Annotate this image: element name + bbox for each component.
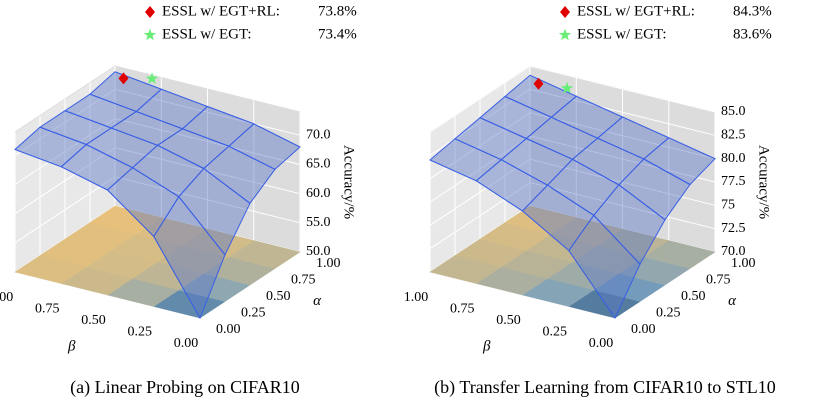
surface-line [14, 149, 201, 319]
y-tick-label: 0.25 [656, 306, 681, 321]
z-tick-label: 75 [721, 198, 735, 213]
z-tick-label: 85.0 [721, 104, 746, 119]
z-tick-label: 65.0 [306, 157, 331, 172]
surface-line [114, 71, 301, 148]
y-tick-label: 1.00 [316, 256, 341, 271]
legend-label: ESSL w/ EGT: [162, 26, 252, 42]
grid-line [429, 65, 716, 133]
x-tick-label: 0.75 [35, 302, 60, 317]
data-point [560, 81, 574, 94]
z-axis-label: Accuracy/% [341, 145, 357, 219]
y-tick-label: 0.75 [706, 273, 731, 288]
legend-value: 84.3% [733, 3, 772, 19]
x-axis-label: β [67, 339, 76, 355]
legend-value: 83.6% [733, 26, 772, 42]
legend-marker [560, 6, 570, 18]
z-tick-label: 80.0 [721, 151, 746, 166]
data-point [533, 77, 544, 90]
x-tick-label: 0.25 [543, 325, 568, 340]
z-tick-label: 60.0 [306, 186, 331, 201]
x-tick-label: 1.00 [404, 290, 429, 305]
legend-marker [145, 6, 155, 18]
x-tick-label: 0.00 [589, 336, 614, 351]
legend-label: ESSL w/ EGT+RL: [577, 3, 695, 19]
y-tick-label: 1.00 [731, 256, 756, 271]
surface-line [504, 96, 691, 185]
z-tick-label: 70.0 [306, 128, 331, 143]
surface-line [429, 159, 616, 319]
y-tick-label: 0.50 [266, 289, 291, 304]
surface-line [64, 110, 251, 204]
data-point [145, 72, 159, 84]
x-axis-label: β [482, 339, 491, 355]
surface-line [39, 126, 226, 256]
grid-line [14, 147, 301, 215]
surface-line [454, 138, 641, 265]
surface-line [479, 117, 666, 221]
y-tick-label: 0.00 [631, 322, 656, 337]
legend-marker [558, 28, 572, 41]
y-tick-label: 0.00 [216, 322, 241, 337]
y-tick-label: 0.75 [291, 273, 316, 288]
grid-line [429, 158, 716, 226]
x-tick-label: 0.50 [496, 313, 521, 328]
grid-line [14, 176, 301, 244]
z-tick-label: 72.5 [721, 221, 746, 236]
z-tick-label: 55.0 [306, 215, 331, 230]
y-axis-label: α [313, 293, 322, 309]
floor-contour [504, 205, 577, 235]
z-axis-label: Accuracy/% [756, 145, 772, 219]
surface-line [529, 74, 716, 160]
x-tick-label: 0.50 [81, 313, 106, 328]
legend-marker [143, 28, 157, 41]
z-tick-label: 82.5 [721, 128, 746, 143]
x-tick-label: 1.00 [0, 290, 13, 305]
z-tick-label: 77.5 [721, 174, 746, 189]
y-tick-label: 0.50 [681, 289, 706, 304]
y-axis-label: α [728, 293, 737, 309]
x-tick-label: 0.25 [128, 325, 153, 340]
x-tick-label: 0.75 [450, 302, 475, 317]
z-tick-label: 50.0 [306, 244, 331, 259]
legend-value: 73.8% [318, 3, 357, 19]
legend-value: 73.4% [318, 26, 357, 42]
legend-label: ESSL w/ EGT+RL: [162, 3, 280, 19]
caption: (a) Linear Probing on CIFAR10 [70, 377, 300, 398]
floor-contour [89, 205, 162, 235]
grid-line [14, 88, 301, 156]
data-point [118, 72, 129, 85]
grid-line [429, 112, 716, 180]
grid-line [14, 117, 301, 185]
x-tick-label: 0.00 [174, 336, 199, 351]
surface-line [89, 93, 276, 170]
y-tick-label: 0.25 [241, 306, 266, 321]
legend-label: ESSL w/ EGT: [577, 26, 667, 42]
z-tick-label: 70.0 [721, 244, 746, 259]
caption: (b) Transfer Learning from CIFAR10 to ST… [434, 377, 776, 398]
grid-line [429, 88, 716, 156]
grid-line [429, 182, 716, 250]
